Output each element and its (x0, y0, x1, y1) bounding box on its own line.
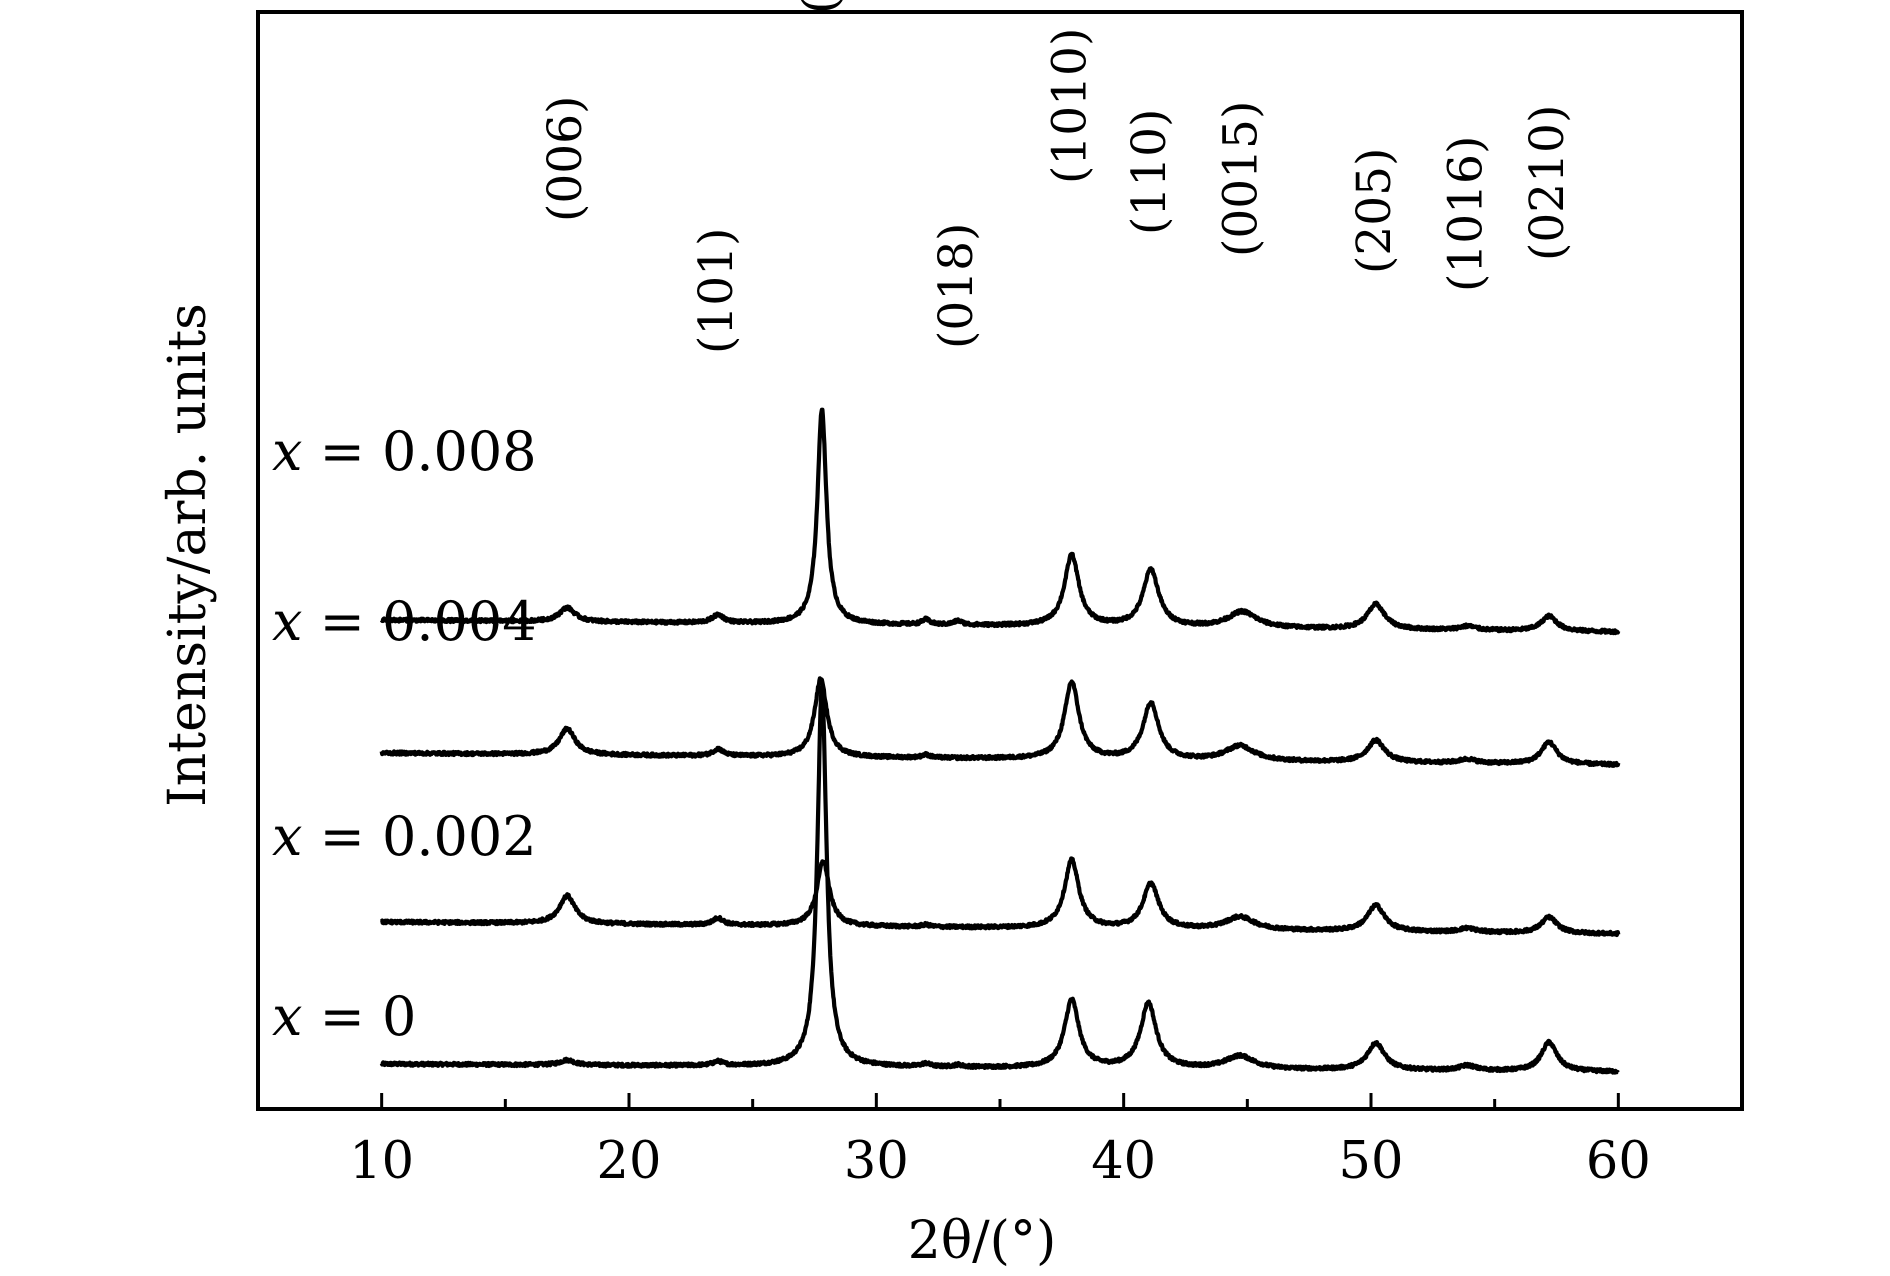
miller-index-labels: (006) (101) (015) (018) (1010) (110) (0015) (20… (538, 0, 1575, 354)
x-tick-label: 50 (1339, 1132, 1404, 1191)
x-tick-label: 10 (349, 1132, 414, 1191)
series-line (379, 676, 1621, 768)
miller-index-label: (101) (689, 228, 744, 354)
miller-index-label: (1016) (1439, 136, 1494, 292)
series-label: x = 0.008 (272, 420, 537, 483)
x-tick-label: 20 (597, 1132, 662, 1191)
miller-index-label: (205) (1347, 148, 1402, 274)
series-label: x = 0.002 (272, 805, 537, 868)
y-axis-title: Intensity/arb. units (158, 303, 218, 807)
x-ticks: 10 20 30 40 50 60 (349, 1093, 1651, 1191)
miller-index-label: (006) (538, 96, 593, 222)
miller-index-label: (1010) (1043, 28, 1098, 184)
series-label-variable: x (272, 985, 320, 1048)
x-tick-label: 30 (844, 1132, 909, 1191)
x-tick-label: 60 (1586, 1132, 1651, 1191)
series-label-value: = 0 (320, 985, 417, 1048)
series-label: x = 0 (272, 985, 416, 1048)
miller-index-label: (018) (929, 223, 984, 349)
x-axis-title: 2θ/(°) (908, 1211, 1056, 1271)
miller-index-label: (0015) (1213, 101, 1268, 257)
series-traces (379, 407, 1621, 1075)
series-label-value: = 0.004 (320, 590, 537, 653)
series-label-variable: x (272, 420, 320, 483)
x-tick-label: 40 (1091, 1132, 1156, 1191)
miller-index-label: (0210) (1520, 105, 1575, 261)
miller-index-label: (110) (1122, 109, 1177, 235)
series-label-value: = 0.002 (320, 805, 537, 868)
series-label-variable: x (272, 805, 320, 868)
series-line (379, 685, 1620, 1075)
series-line (379, 407, 1621, 636)
series-label-variable: x (272, 590, 320, 653)
series-line (379, 856, 1621, 938)
series-label-value: = 0.008 (320, 420, 537, 483)
series-label: x = 0.004 (272, 590, 537, 653)
miller-index-label: (015) (793, 0, 848, 14)
